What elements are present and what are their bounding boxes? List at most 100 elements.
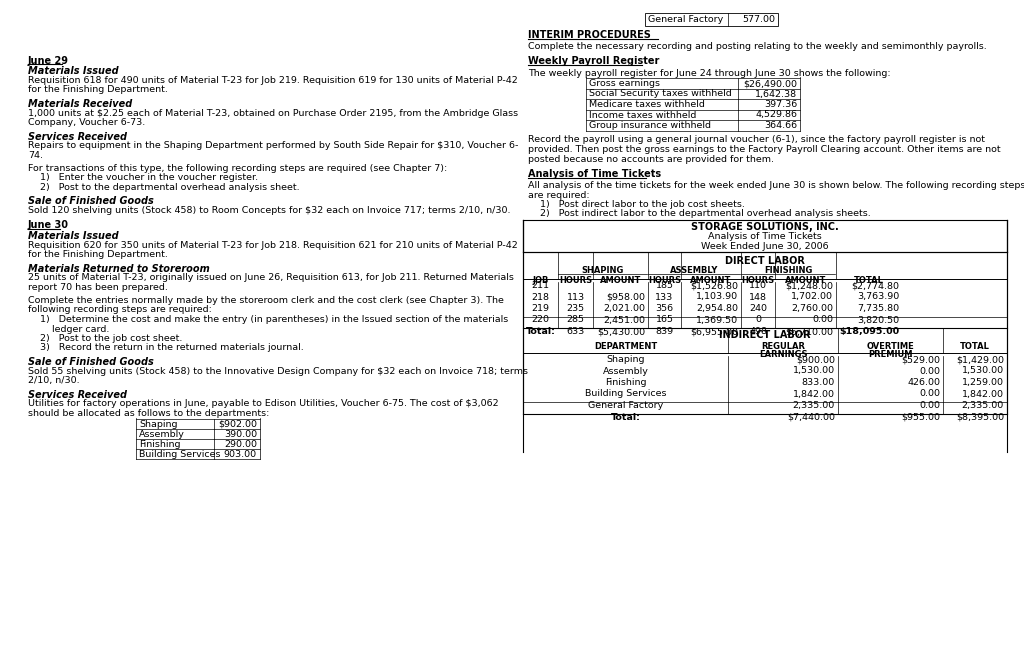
Text: 1,702.00: 1,702.00	[791, 293, 833, 301]
Text: 1,842.00: 1,842.00	[962, 390, 1004, 398]
Text: $958.00: $958.00	[606, 293, 645, 301]
Text: June 30: June 30	[28, 220, 69, 230]
Text: $529.00: $529.00	[901, 355, 940, 364]
Text: 1,842.00: 1,842.00	[793, 390, 835, 398]
Text: 903.00: 903.00	[224, 450, 257, 459]
Text: 235: 235	[566, 304, 585, 313]
Text: Services Received: Services Received	[28, 131, 127, 141]
Text: Materials Received: Materials Received	[28, 99, 132, 109]
Text: 1,642.38: 1,642.38	[755, 90, 797, 98]
Text: Income taxes withheld: Income taxes withheld	[589, 110, 696, 120]
Text: HOURS: HOURS	[559, 276, 592, 285]
Text: for the Finishing Department.: for the Finishing Department.	[28, 86, 168, 94]
Text: Week Ended June 30, 2006: Week Ended June 30, 2006	[701, 242, 828, 251]
Text: 1)   Post direct labor to the job cost sheets.: 1) Post direct labor to the job cost she…	[540, 200, 744, 209]
Text: General Factory: General Factory	[648, 15, 723, 24]
Text: Analysis of Time Tickets: Analysis of Time Tickets	[528, 169, 662, 179]
Text: 3,763.90: 3,763.90	[857, 293, 899, 301]
Text: 577.00: 577.00	[742, 15, 775, 24]
Text: Record the payroll using a general journal voucher (6-1), since the factory payr: Record the payroll using a general journ…	[528, 135, 985, 145]
Text: Building Services: Building Services	[585, 390, 667, 398]
Text: posted because no accounts are provided for them.: posted because no accounts are provided …	[528, 155, 774, 163]
Text: June 29: June 29	[28, 56, 69, 66]
Text: 1,103.90: 1,103.90	[696, 293, 738, 301]
Text: $5,430.00: $5,430.00	[597, 327, 645, 336]
Text: 2,451.00: 2,451.00	[603, 315, 645, 325]
Text: TOTAL: TOTAL	[854, 276, 884, 285]
Text: 1)   Determine the cost and make the entry (in parentheses) in the Issued sectio: 1) Determine the cost and make the entry…	[40, 315, 508, 324]
Text: 2,335.00: 2,335.00	[793, 401, 835, 410]
Text: Services Received: Services Received	[28, 390, 127, 400]
Text: INTERIM PROCEDURES: INTERIM PROCEDURES	[528, 30, 651, 40]
Text: $1,526.80: $1,526.80	[690, 281, 738, 290]
Text: Social Security taxes withheld: Social Security taxes withheld	[589, 90, 732, 98]
Text: HOURS: HOURS	[648, 276, 681, 285]
Text: Total:: Total:	[525, 327, 555, 336]
Text: Complete the entries normally made by the storeroom clerk and the cost clerk (se: Complete the entries normally made by th…	[28, 296, 504, 305]
Text: 165: 165	[655, 315, 674, 325]
Text: 0.00: 0.00	[919, 367, 940, 376]
Text: The weekly payroll register for June 24 through June 30 shows the following:: The weekly payroll register for June 24 …	[528, 68, 891, 78]
Text: Assembly: Assembly	[602, 367, 648, 376]
Text: TOTAL: TOTAL	[961, 342, 990, 351]
Text: Medicare taxes withheld: Medicare taxes withheld	[589, 100, 705, 109]
Text: $18,095.00: $18,095.00	[839, 327, 899, 336]
Text: DIRECT LABOR: DIRECT LABOR	[725, 256, 805, 266]
Text: 1,000 units at $2.25 each of Material T-23, obtained on Purchase Order 2195, fro: 1,000 units at $2.25 each of Material T-…	[28, 108, 518, 118]
Text: FINISHING: FINISHING	[764, 266, 813, 275]
Text: provided. Then post the gross earnings to the Factory Payroll Clearing account. : provided. Then post the gross earnings t…	[528, 145, 1000, 154]
Text: 390.00: 390.00	[224, 430, 257, 439]
Text: should be allocated as follows to the departments:: should be allocated as follows to the de…	[28, 408, 269, 418]
Text: 148: 148	[749, 293, 767, 301]
Text: Complete the necessary recording and posting relating to the weekly and semimont: Complete the necessary recording and pos…	[528, 42, 987, 51]
Text: EARNINGS: EARNINGS	[759, 350, 807, 359]
Text: 0.00: 0.00	[919, 401, 940, 410]
Text: Materials Returned to Storeroom: Materials Returned to Storeroom	[28, 264, 210, 274]
Text: SHAPING: SHAPING	[582, 266, 625, 275]
Text: Building Services: Building Services	[139, 450, 220, 459]
Text: ledger card.: ledger card.	[52, 325, 110, 333]
Text: 3)   Record the return in the returned materials journal.: 3) Record the return in the returned mat…	[40, 343, 304, 353]
Text: for the Finishing Department.: for the Finishing Department.	[28, 250, 168, 259]
Text: Requisition 620 for 350 units of Material T-23 for Job 218. Requisition 621 for : Requisition 620 for 350 units of Materia…	[28, 240, 518, 250]
Text: Requisition 618 for 490 units of Material T-23 for Job 219. Requisition 619 for : Requisition 618 for 490 units of Materia…	[28, 76, 518, 85]
Text: report 70 has been prepared.: report 70 has been prepared.	[28, 282, 168, 291]
Text: REGULAR: REGULAR	[761, 342, 805, 351]
Text: 25 units of Material T-23, originally issued on June 26, Requisition 613, for Jo: 25 units of Material T-23, originally is…	[28, 273, 514, 282]
Text: 3,820.50: 3,820.50	[857, 315, 899, 325]
Text: 218: 218	[531, 293, 550, 301]
Text: 185: 185	[655, 281, 674, 290]
Text: Shaping: Shaping	[606, 355, 645, 364]
Text: Company, Voucher 6-73.: Company, Voucher 6-73.	[28, 118, 145, 127]
Text: 1,530.00: 1,530.00	[793, 367, 835, 376]
Text: are required:: are required:	[528, 191, 590, 199]
Text: 110: 110	[749, 281, 767, 290]
Text: 7,735.80: 7,735.80	[857, 304, 899, 313]
Text: All analysis of the time tickets for the week ended June 30 is shown below. The : All analysis of the time tickets for the…	[528, 181, 1024, 190]
Text: 498: 498	[749, 327, 767, 336]
Text: Sold 55 shelving units (Stock 458) to the Innovative Design Company for $32 each: Sold 55 shelving units (Stock 458) to th…	[28, 367, 528, 376]
Text: 426.00: 426.00	[907, 378, 940, 387]
Text: Sale of Finished Goods: Sale of Finished Goods	[28, 197, 154, 207]
Text: Sold 120 shelving units (Stock 458) to Room Concepts for $32 each on Invoice 717: Sold 120 shelving units (Stock 458) to R…	[28, 206, 511, 215]
Text: Analysis of Time Tickets: Analysis of Time Tickets	[709, 232, 822, 241]
Text: 2,021.00: 2,021.00	[603, 304, 645, 313]
Text: following recording steps are required:: following recording steps are required:	[28, 305, 212, 315]
Text: 356: 356	[655, 304, 674, 313]
Text: INDIRECT LABOR: INDIRECT LABOR	[719, 330, 811, 340]
Text: 219: 219	[531, 304, 550, 313]
Text: 133: 133	[655, 293, 674, 301]
Text: Finishing: Finishing	[605, 378, 646, 387]
Text: Assembly: Assembly	[139, 430, 185, 439]
Text: Total:: Total:	[610, 412, 640, 422]
Text: $1,429.00: $1,429.00	[956, 355, 1004, 364]
Text: 2,954.80: 2,954.80	[696, 304, 738, 313]
Text: ASSEMBLY: ASSEMBLY	[671, 266, 719, 275]
Text: AMOUNT: AMOUNT	[784, 276, 826, 285]
Text: $902.00: $902.00	[218, 420, 257, 429]
Text: 1)   Enter the voucher in the voucher register.: 1) Enter the voucher in the voucher regi…	[40, 173, 258, 183]
Text: $26,490.00: $26,490.00	[743, 79, 797, 88]
Text: 839: 839	[655, 327, 674, 336]
Text: Repairs to equipment in the Shaping Department performed by South Side Repair fo: Repairs to equipment in the Shaping Depa…	[28, 141, 518, 150]
Text: General Factory: General Factory	[588, 401, 664, 410]
